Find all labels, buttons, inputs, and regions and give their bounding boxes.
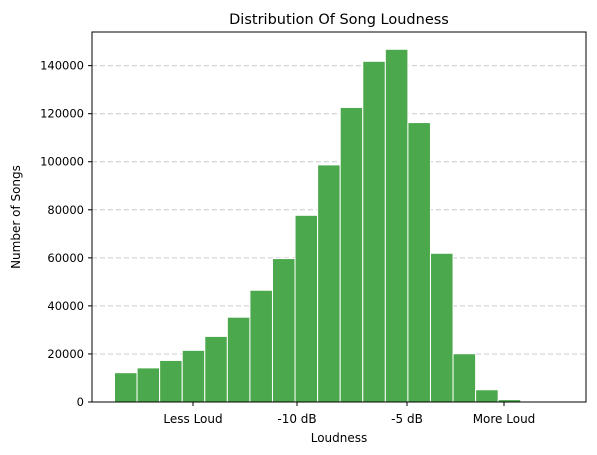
histogram-bar	[429, 252, 454, 403]
histogram-bar	[294, 214, 319, 403]
x-tick-label-less-loud: Less Loud	[163, 412, 222, 426]
y-axis: 0 20000 40000 60000 80000 100000 120000 140000	[40, 59, 92, 409]
y-tick-label: 80000	[47, 203, 84, 217]
y-tick-label: 120000	[40, 107, 84, 121]
histogram-bar	[114, 372, 138, 403]
histogram-bar	[204, 335, 228, 403]
histogram-bar	[384, 48, 409, 403]
histogram-bar	[475, 389, 499, 403]
histogram-bar	[317, 164, 341, 403]
histogram-bar	[226, 316, 251, 403]
y-tick-label: 60000	[47, 251, 84, 265]
chart-title: Distribution Of Song Loudness	[229, 12, 449, 28]
histogram-bar	[452, 353, 477, 403]
histogram-bar	[249, 289, 273, 403]
x-axis-label: Loudness	[311, 431, 368, 445]
histogram-bar	[407, 122, 431, 403]
y-tick-label: 0	[77, 395, 84, 409]
histogram-bar	[339, 106, 364, 403]
histogram-bar	[362, 60, 386, 403]
y-tick-label: 40000	[47, 299, 84, 313]
x-axis: Less Loud -10 dB -5 dB More Loud	[163, 402, 535, 426]
x-tick-label-more-loud: More Loud	[473, 412, 536, 426]
histogram-bar	[271, 258, 296, 403]
y-tick-label: 100000	[40, 155, 84, 169]
histogram-bar	[136, 367, 161, 403]
plot-frame	[91, 31, 587, 403]
y-tick-label: 20000	[47, 347, 84, 361]
y-axis-label: Number of Songs	[9, 165, 23, 269]
y-tick-label: 140000	[40, 59, 84, 73]
histogram-bar	[181, 349, 206, 403]
x-tick-label-minus-10db: -10 dB	[277, 412, 316, 426]
grid-lines	[92, 65, 586, 355]
bars-group	[114, 48, 589, 403]
x-tick-label-minus-5db: -5 dB	[391, 412, 423, 426]
histogram-bar	[159, 359, 183, 403]
